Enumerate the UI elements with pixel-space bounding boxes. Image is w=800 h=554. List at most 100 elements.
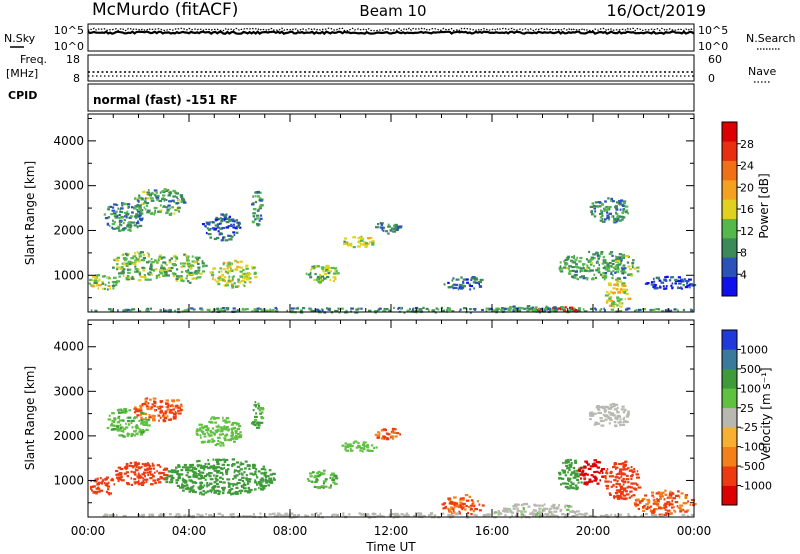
velocity-cell bbox=[231, 464, 234, 468]
velocity-cell bbox=[145, 419, 148, 422]
colorbar-tick-label: -100 bbox=[740, 441, 765, 454]
power-cell bbox=[676, 286, 679, 289]
velocity-cell bbox=[223, 466, 225, 470]
velocity-cell bbox=[237, 470, 240, 473]
power-cell bbox=[621, 272, 624, 275]
power-cell bbox=[605, 262, 609, 265]
velocity-cell bbox=[609, 471, 613, 475]
velocity-cell bbox=[110, 479, 115, 482]
power-cell bbox=[130, 277, 135, 280]
power-cell bbox=[125, 213, 129, 216]
velocity-cell bbox=[179, 405, 183, 408]
velocity-cell bbox=[117, 466, 122, 469]
power-cell bbox=[390, 229, 393, 232]
velocity-cell bbox=[243, 471, 246, 474]
velocity-cell bbox=[371, 444, 374, 447]
power-cell bbox=[352, 246, 356, 249]
velocity-cell bbox=[125, 422, 127, 425]
velocity-cell bbox=[391, 513, 395, 516]
power-cell bbox=[233, 233, 236, 237]
velocity-cell bbox=[126, 483, 131, 486]
velocity-cell bbox=[234, 476, 237, 479]
velocity-cell bbox=[566, 458, 570, 462]
power-cell bbox=[137, 200, 140, 203]
power-cell bbox=[466, 281, 469, 284]
velocity-cell bbox=[493, 512, 496, 515]
power-cell bbox=[616, 304, 619, 307]
power-cell bbox=[167, 309, 171, 312]
power-cell bbox=[219, 267, 222, 270]
power-cell bbox=[147, 189, 150, 192]
velocity-cell bbox=[144, 398, 147, 401]
velocity-cell bbox=[144, 412, 148, 416]
velocity-cell bbox=[304, 514, 308, 517]
velocity-patch bbox=[250, 401, 265, 429]
power-cell bbox=[218, 270, 220, 274]
power-cell bbox=[154, 268, 158, 271]
colorbar-swatch bbox=[722, 368, 737, 389]
velocity-cell bbox=[585, 483, 589, 486]
velocity-cell bbox=[562, 482, 567, 485]
power-cell bbox=[685, 279, 688, 282]
velocity-cell bbox=[257, 470, 261, 473]
velocity-cell bbox=[142, 471, 147, 474]
velocity-cell bbox=[671, 506, 674, 509]
velocity-cell bbox=[538, 510, 541, 513]
velocity-cell bbox=[132, 471, 137, 474]
velocity-cell bbox=[199, 427, 202, 430]
power-cell bbox=[601, 276, 605, 279]
velocity-cell bbox=[570, 471, 575, 474]
power-cell bbox=[463, 278, 468, 281]
power-cell bbox=[149, 265, 153, 268]
power-cell bbox=[196, 276, 201, 279]
power-cell bbox=[162, 274, 167, 277]
velocity-cell bbox=[141, 462, 144, 466]
velocity-cell bbox=[460, 504, 462, 507]
velocity-cell bbox=[159, 400, 163, 403]
power-cell bbox=[674, 282, 677, 285]
power-cell bbox=[392, 224, 397, 227]
velocity-cell bbox=[635, 503, 640, 506]
power-cell bbox=[674, 278, 678, 281]
power-cell bbox=[396, 227, 400, 230]
velocity-cell bbox=[145, 428, 149, 431]
power-cell bbox=[180, 200, 183, 204]
velocity-cell bbox=[214, 443, 217, 447]
power-cell bbox=[187, 273, 190, 276]
power-cell bbox=[91, 285, 95, 288]
colorbar-swatch bbox=[722, 160, 737, 181]
velocity-cell bbox=[147, 471, 151, 474]
velocity-cell bbox=[611, 475, 615, 478]
power-cell bbox=[258, 219, 261, 222]
power-cell bbox=[138, 194, 141, 197]
power-cell bbox=[234, 260, 236, 263]
velocity-cell bbox=[583, 472, 588, 475]
velocity-cell bbox=[504, 508, 508, 511]
power-cell bbox=[447, 286, 452, 289]
velocity-cell bbox=[118, 473, 123, 476]
velocity-cell bbox=[284, 512, 288, 515]
velocity-cell bbox=[213, 432, 217, 435]
velocity-cell bbox=[217, 492, 221, 496]
power-cell bbox=[175, 279, 179, 282]
power-cell bbox=[223, 219, 226, 222]
velocity-cell bbox=[145, 397, 149, 400]
velocity-cell bbox=[172, 417, 177, 420]
velocity-cell bbox=[185, 484, 189, 487]
velocity-cell bbox=[268, 469, 272, 472]
velocity-cell bbox=[199, 471, 203, 474]
velocity-cell bbox=[503, 507, 506, 510]
velocity-cell bbox=[262, 465, 265, 468]
power-cell bbox=[232, 231, 236, 234]
power-cell bbox=[601, 262, 605, 265]
velocity-cell bbox=[133, 411, 137, 414]
power-cell bbox=[221, 273, 224, 276]
velocity-cell bbox=[277, 512, 281, 515]
power-cell bbox=[197, 269, 201, 272]
velocity-cell bbox=[618, 470, 623, 473]
velocity-cell bbox=[144, 475, 146, 478]
velocity-cell bbox=[144, 400, 147, 403]
velocity-cell bbox=[376, 514, 379, 517]
velocity-patch bbox=[195, 416, 243, 447]
velocity-cell bbox=[549, 507, 552, 510]
